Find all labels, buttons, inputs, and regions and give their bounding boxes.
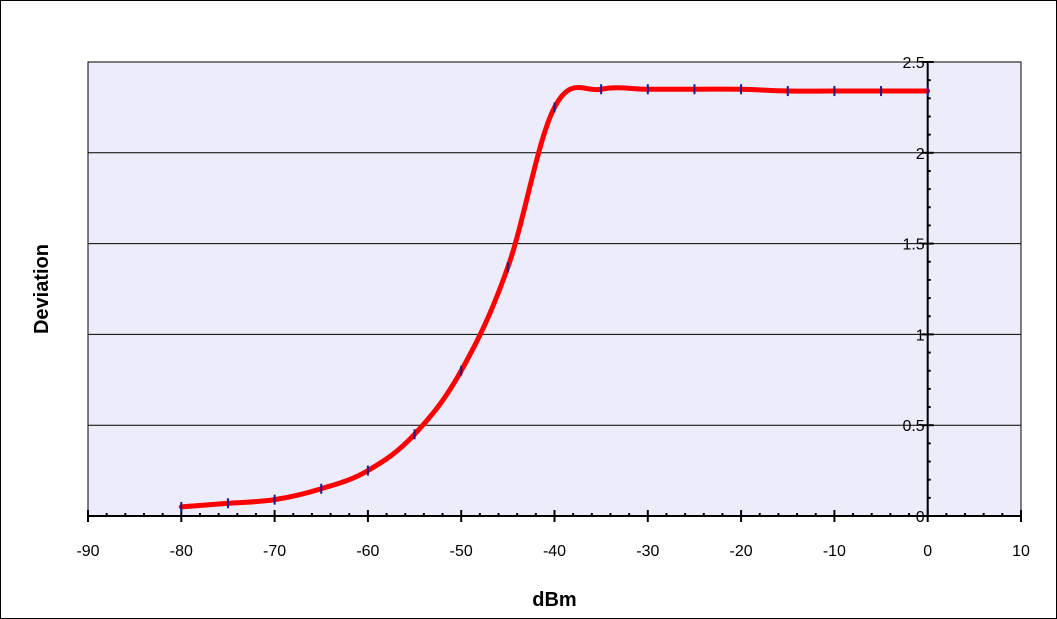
x-tick-label: 10 bbox=[1012, 543, 1030, 560]
x-tick-label: -10 bbox=[823, 543, 846, 560]
x-axis-title: dBm bbox=[532, 589, 576, 611]
x-tick-label: -90 bbox=[76, 543, 99, 560]
x-tick-label: 0 bbox=[923, 543, 932, 560]
y-tick-label: 1.5 bbox=[902, 237, 924, 254]
x-tick-label: -20 bbox=[730, 543, 753, 560]
minor-ticks bbox=[105, 79, 1004, 516]
y-tick-label: 0 bbox=[916, 509, 925, 526]
x-tick-label: -80 bbox=[170, 543, 193, 560]
x-tick-labels: -90 -80 -70 -60 -50 -40 -30 -20 -10 0 10 bbox=[76, 543, 1030, 560]
y-tick-label: 0.5 bbox=[902, 418, 924, 435]
y-tick-label: 2 bbox=[916, 146, 925, 163]
series-group bbox=[178, 84, 931, 512]
plot-area bbox=[87, 61, 1022, 517]
x-tick-label: -50 bbox=[450, 543, 473, 560]
x-tick-label: -60 bbox=[356, 543, 379, 560]
axes bbox=[87, 61, 1022, 522]
x-tick-label: -30 bbox=[636, 543, 659, 560]
x-tick-label: -40 bbox=[543, 543, 566, 560]
y-tick-labels: 0 0.5 1 1.5 2 2.5 bbox=[902, 55, 924, 526]
grid-lines bbox=[88, 61, 1021, 426]
series-line bbox=[178, 85, 931, 510]
x-tick-label: -70 bbox=[263, 543, 286, 560]
y-axis-title: Deviation bbox=[31, 244, 53, 334]
y-tick-label: 1 bbox=[916, 327, 925, 344]
y-tick-label: 2.5 bbox=[902, 55, 924, 72]
